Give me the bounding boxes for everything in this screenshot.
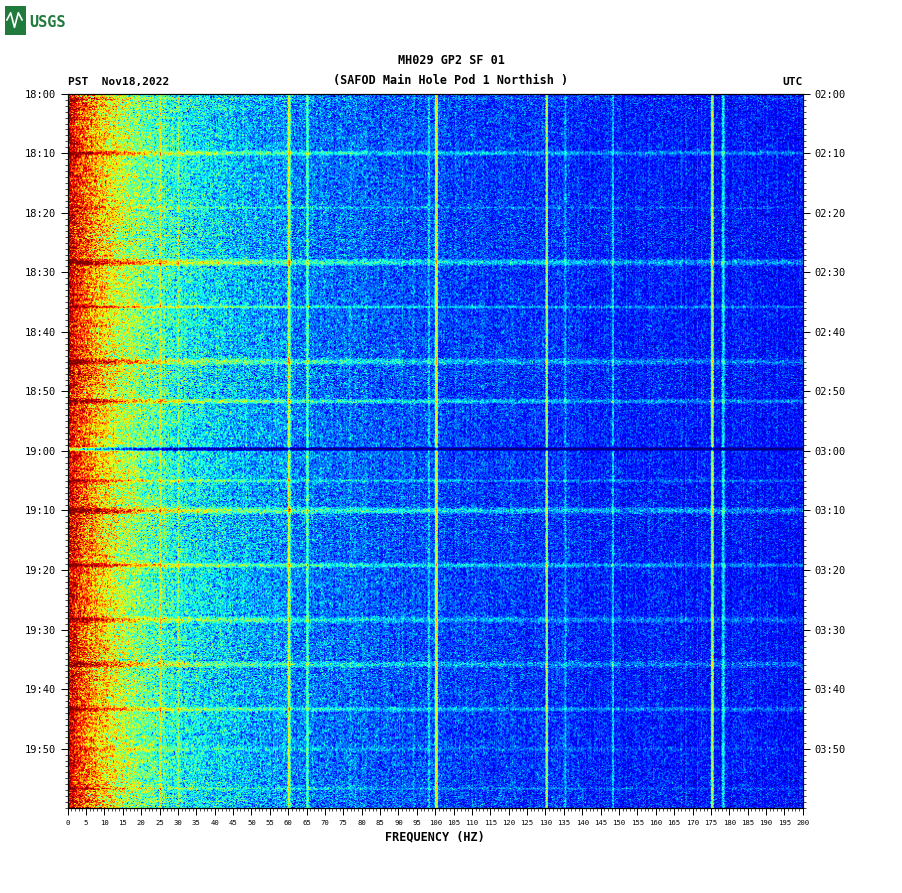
Text: UTC: UTC bbox=[783, 77, 803, 87]
Text: USGS: USGS bbox=[29, 14, 66, 29]
X-axis label: FREQUENCY (HZ): FREQUENCY (HZ) bbox=[385, 830, 485, 843]
Text: PST  Nov18,2022: PST Nov18,2022 bbox=[68, 77, 169, 87]
Text: MH029 GP2 SF 01: MH029 GP2 SF 01 bbox=[398, 54, 504, 67]
FancyBboxPatch shape bbox=[5, 5, 26, 35]
Text: (SAFOD Main Hole Pod 1 Northish ): (SAFOD Main Hole Pod 1 Northish ) bbox=[334, 73, 568, 87]
